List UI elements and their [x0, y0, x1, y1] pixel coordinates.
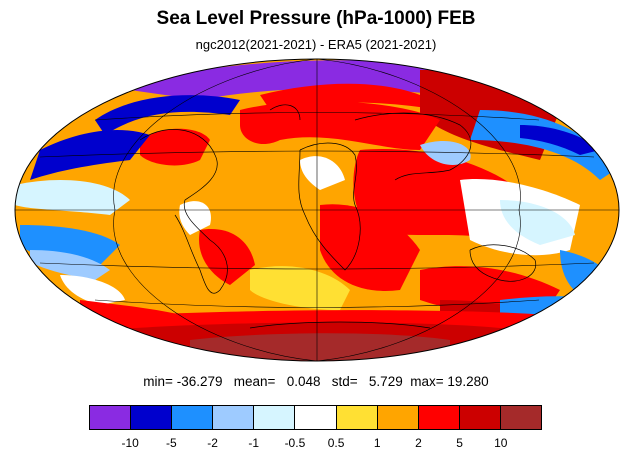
colorbar-tick-label: 2 — [415, 436, 422, 450]
stat-mean-value: 0.048 — [286, 374, 321, 389]
colorbar-tick-label: -0.5 — [284, 436, 306, 450]
stat-mean-label: mean= — [233, 374, 276, 389]
colorbar-tick-label: -5 — [166, 436, 177, 450]
colorbar-tick-label: -1 — [248, 436, 260, 450]
globe-outline — [14, 58, 620, 362]
colorbar-tick-label: 5 — [456, 436, 463, 450]
stat-std-value: 5.729 — [368, 374, 403, 389]
stat-max-value: 19.280 — [447, 374, 489, 389]
plot-title: Sea Level Pressure (hPa-1000) FEB — [156, 8, 476, 29]
plot-subtitle: ngc2012(2021-2021) - ERA5 (2021-2021) — [195, 37, 437, 52]
colorbar-swatch — [336, 406, 378, 429]
stat-min-value: -36.279 — [176, 374, 223, 389]
colorbar-swatch — [295, 406, 337, 429]
colorbar-swatch — [131, 406, 173, 429]
colorbar-swatch — [377, 406, 419, 429]
colorbar-tick-label: -2 — [207, 436, 218, 450]
colorbar-tick-label: 10 — [494, 436, 508, 450]
colorbar-swatch — [459, 406, 501, 429]
statistics-line: min= -36.279 mean= 0.048 std= 5.729 max=… — [0, 374, 632, 389]
colorbar-tick-label: 0.5 — [327, 436, 345, 450]
colorbar — [89, 405, 542, 430]
colorbar-tick-label: 1 — [373, 436, 381, 450]
stat-max-label: max= — [410, 374, 444, 389]
colorbar-swatch — [500, 406, 542, 429]
colorbar-swatch — [172, 406, 214, 429]
pressure-field — [15, 59, 619, 361]
colorbar-swatch — [254, 406, 296, 429]
world-map — [14, 58, 620, 362]
stat-min-label: min= — [143, 374, 173, 389]
colorbar-swatch — [90, 406, 132, 429]
colorbar-swatch — [418, 406, 460, 429]
colorbar-swatch — [213, 406, 255, 429]
colorbar-tick-label: -10 — [121, 436, 139, 450]
stat-std-label: std= — [331, 374, 358, 389]
